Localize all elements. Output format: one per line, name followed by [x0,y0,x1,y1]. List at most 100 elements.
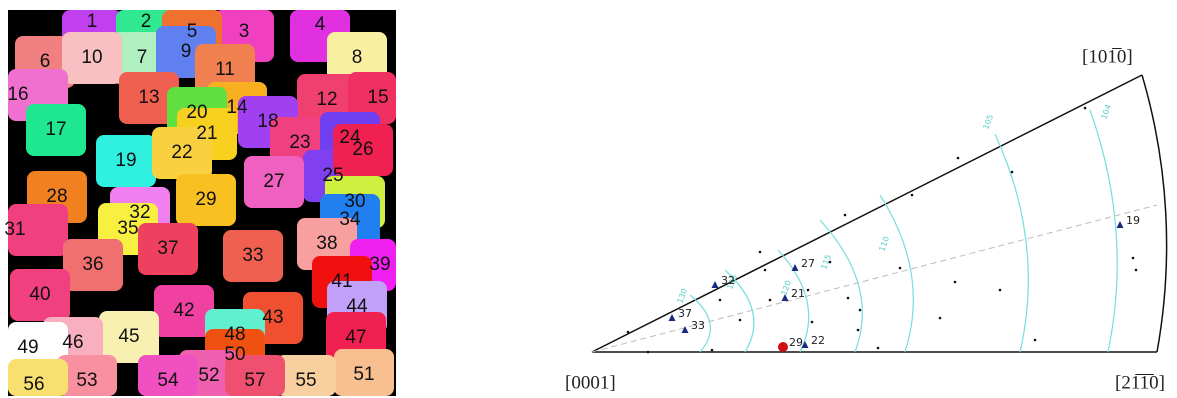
contour-label: 104 [1099,103,1113,120]
grain-label: 57 [244,370,265,391]
grain [244,156,304,208]
grain-label: 12 [316,89,337,110]
grain-label: 54 [157,370,179,391]
grain [8,359,68,396]
grain-label: 56 [23,374,44,395]
grain-label: 17 [45,119,66,140]
grain-label: 26 [352,139,373,160]
grain-label: 1 [87,11,98,32]
pole-dot [1131,256,1135,260]
grain-label: 37 [157,238,178,259]
grain [348,72,396,124]
pole-dot [768,298,772,302]
pole-marker [781,294,789,301]
point-label: 19 [1126,214,1140,227]
grain [138,223,198,275]
grain-label: 34 [339,209,361,230]
grain-label: 16 [7,84,28,105]
grain [327,32,387,84]
grain-label: 14 [226,97,248,118]
pole-marker [1116,221,1124,228]
grain-label: 25 [322,165,343,186]
grain-label: 8 [352,47,363,68]
pole-dot [938,316,942,320]
grain-label: 27 [263,171,284,192]
grain-label: 52 [198,365,219,386]
grain-label: 15 [367,87,388,108]
pole-marker [668,314,676,321]
pole-dot [1083,106,1087,110]
grain-label: 21 [196,123,217,144]
grain-label: 33 [242,245,263,266]
pole-dot [806,288,810,292]
contour [1089,109,1118,353]
contour-label: 110 [877,235,891,252]
grain-label: 41 [331,271,352,292]
grain [138,355,198,396]
grain-label: 45 [118,326,139,347]
pole-dot [738,318,742,322]
grain-label: 29 [195,189,216,210]
pole-dot [898,266,902,270]
pole-dot [843,213,847,217]
grain-label: 35 [117,218,138,239]
point-label: 33 [691,319,705,332]
pole-label: [0001] [565,372,616,393]
grain-label: 46 [62,332,83,353]
pole-dot [953,280,957,284]
contour [994,133,1029,353]
grain-label: 39 [369,254,390,275]
pole-dot [710,348,714,352]
grain-label: 7 [137,47,148,68]
grain [8,204,68,256]
grain [119,72,179,124]
contour [879,194,914,353]
contour [689,294,711,353]
pole-dot [810,320,814,324]
grain-label: 22 [171,142,192,163]
contour-label: 130 [675,287,689,304]
grain-label: 47 [345,327,366,348]
grain [154,285,214,337]
grain [62,32,122,84]
point-label: 29 [789,336,803,349]
grain-label: 51 [353,364,374,385]
grain-label: 38 [316,233,337,254]
grain-label: 20 [186,102,207,123]
grain-label: 19 [115,150,136,171]
grain-label: 18 [257,111,278,132]
grain-label: 50 [224,344,245,365]
pole-dot [646,350,650,354]
pole-dot [956,156,960,160]
grain-label: 5 [187,21,198,42]
grain-label: 30 [344,191,365,212]
dashed-line [591,204,1158,353]
triangle-edge [591,74,1143,353]
grain-label: 3 [239,21,250,42]
grain [10,269,70,321]
pole-dot [858,308,862,312]
contour [777,249,810,353]
pole-dot [846,296,850,300]
pole-dot [1134,268,1138,272]
pole-dot [998,288,1002,292]
grain [26,104,86,156]
point-label: 27 [801,257,815,270]
pole-marker [711,281,719,288]
grain-label: 10 [81,47,102,68]
grain [333,124,393,176]
grain-label: 36 [82,254,103,275]
grain-label: 44 [346,296,368,317]
contour [724,269,755,353]
grain-label: 4 [315,14,326,35]
grain [63,239,123,291]
contour-label: 105 [981,113,995,130]
pole-dot [876,346,880,350]
pole-dot [763,268,767,272]
pole-marker [801,341,809,348]
pole-marker [681,326,689,333]
grain-label: 53 [76,370,97,391]
